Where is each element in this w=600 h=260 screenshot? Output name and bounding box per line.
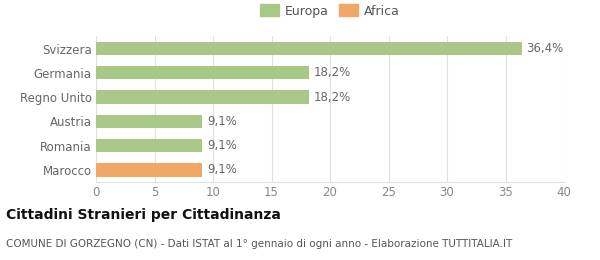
Text: 18,2%: 18,2% [314, 90, 351, 103]
Bar [96, 90, 309, 104]
Text: 9,1%: 9,1% [207, 115, 237, 128]
Bar [96, 66, 309, 80]
Text: 18,2%: 18,2% [314, 66, 351, 79]
Legend: Europa, Africa: Europa, Africa [257, 2, 403, 20]
Text: 9,1%: 9,1% [207, 139, 237, 152]
Text: 9,1%: 9,1% [207, 163, 237, 176]
Text: COMUNE DI GORZEGNO (CN) - Dati ISTAT al 1° gennaio di ogni anno - Elaborazione T: COMUNE DI GORZEGNO (CN) - Dati ISTAT al … [6, 239, 512, 249]
Bar [96, 42, 522, 55]
Bar [96, 163, 202, 177]
Text: Cittadini Stranieri per Cittadinanza: Cittadini Stranieri per Cittadinanza [6, 208, 281, 222]
Text: 36,4%: 36,4% [527, 42, 564, 55]
Bar [96, 139, 202, 152]
Bar [96, 115, 202, 128]
